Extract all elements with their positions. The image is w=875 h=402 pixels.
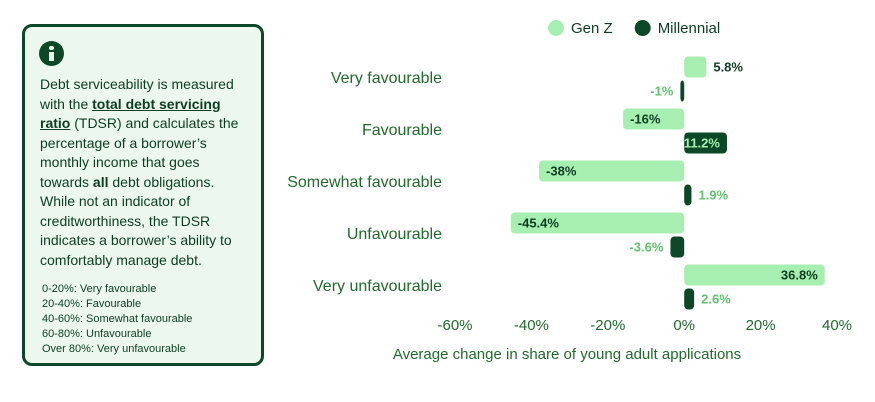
bar [670,236,685,258]
x-tick-label: -40% [514,317,549,334]
bar [684,184,692,206]
legend-swatch [634,20,651,36]
info-panel: Debt serviceability is measured with the… [22,24,264,366]
range-item: 20-40%: Favourable [42,298,142,310]
x-tick-label: 0% [673,317,695,334]
range-item: 40-60%: Somewhat favourable [42,313,193,325]
bar [684,132,727,154]
text-bold: all [92,173,109,190]
value-label: -38% [546,163,577,178]
value-label: 1.9% [698,187,728,202]
value-label: 36.8% [781,267,818,282]
text: (TDSR) and calculates the percentage of … [40,115,239,190]
range-item: 0-20%: Very favourable [42,283,157,295]
text: debt obligations. While not an indicator… [40,173,232,268]
x-tick-label: -60% [437,317,472,334]
x-axis-label: Average change in share of young adult a… [393,346,741,363]
value-label: -3.6% [629,239,663,254]
category-label: Somewhat favourable [287,174,442,191]
x-tick-label: 20% [746,317,776,334]
range-list: 0-20%: Very favourable 20-40%: Favourabl… [42,282,246,357]
bar [539,160,685,182]
category-label: Favourable [362,122,442,139]
bar [510,212,685,234]
value-label: 2.6% [701,291,731,306]
range-item: 60-80%: Unfavourable [42,328,152,340]
legend-swatch [548,20,564,36]
x-tick-label: -20% [590,317,625,334]
category-label: Very favourable [331,70,442,87]
range-item: Over 80%: Very unfavourable [42,343,186,355]
info-icon [39,41,64,66]
legend-label: Gen Z [571,20,613,37]
bar [680,80,685,102]
category-label: Very unfavourable [313,278,442,295]
value-label: 11.2% [684,135,721,150]
value-label: -1% [650,83,674,98]
value-label: -16% [630,111,661,126]
legend-label: Millennial [658,20,721,37]
text-link: total debt servicing ratio [40,95,221,132]
bar [684,56,707,78]
value-label: -45.4% [518,215,560,230]
category-label: Unfavourable [347,226,442,243]
x-tick-label: 40% [822,317,852,334]
text: Debt serviceability is measured with the [40,76,234,112]
bar [684,288,695,310]
info-text: Debt serviceability is measured with the… [40,75,246,270]
value-label: 5.8% [713,59,743,74]
bar [623,108,685,130]
bar [684,264,825,286]
